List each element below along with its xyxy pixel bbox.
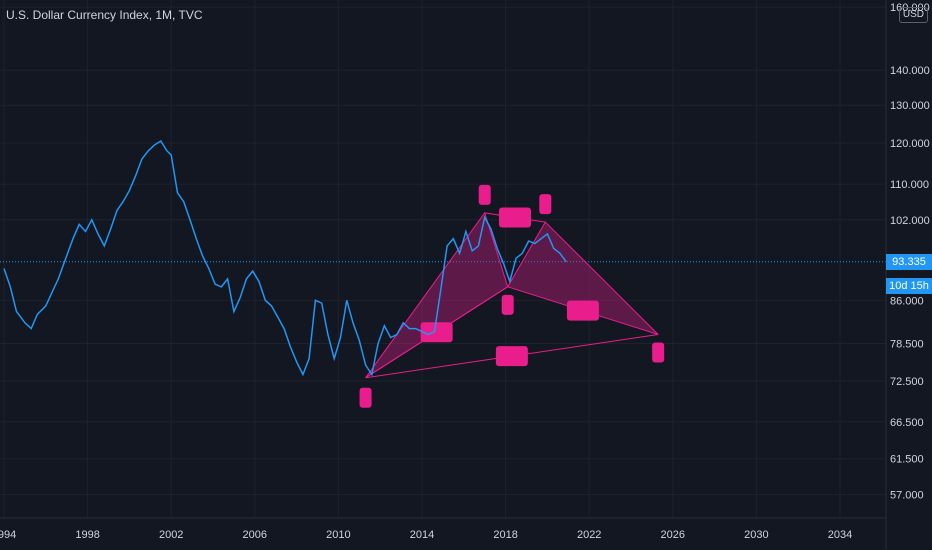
price-tick-label: 120.000: [890, 138, 930, 150]
pattern-point-marker[interactable]: [652, 342, 665, 363]
chart-title: U.S. Dollar Currency Index, 1M, TVC: [6, 8, 203, 22]
currency-label[interactable]: USD: [898, 7, 928, 23]
time-tick-label: 2034: [828, 529, 852, 541]
time-tick-label: 2018: [493, 529, 517, 541]
price-tick-label: 102.000: [890, 215, 930, 227]
time-tick-label: 2026: [661, 529, 685, 541]
time-tick-label: 2010: [326, 529, 350, 541]
chart-grid: [0, 0, 886, 518]
price-tick-label: 130.000: [890, 100, 930, 112]
price-tick-label: 110.000: [890, 179, 929, 191]
harmonic-pattern[interactable]: [359, 184, 665, 408]
price-tick-label: 140.000: [890, 65, 930, 77]
pattern-ratio-marker[interactable]: [499, 207, 532, 228]
time-tick-label: 2030: [744, 529, 768, 541]
pattern-point-marker[interactable]: [501, 294, 514, 315]
last-price-tag: 93.335: [886, 253, 932, 270]
time-tick-label: 1998: [75, 529, 99, 541]
time-tick-label: 2014: [410, 529, 434, 541]
pattern-point-marker[interactable]: [359, 387, 372, 408]
price-tick-label: 86.000: [890, 295, 924, 307]
price-axis[interactable]: 160.000 140.000 130.000 120.000 110.000 102.0…: [885, 0, 930, 550]
time-tick-label: 2022: [577, 529, 601, 541]
price-tick-label: 61.500: [890, 454, 924, 466]
time-tick-label: 1994: [0, 529, 16, 541]
price-tick-label: 66.500: [890, 417, 924, 429]
time-axis[interactable]: 1994 1998 2002 2006 2010 2014 2018 2022 2026 2030…: [0, 517, 886, 541]
dxy-price-line: [3, 139, 567, 377]
price-tick-label: 72.500: [890, 376, 924, 388]
pattern-ratio-marker[interactable]: [420, 322, 453, 343]
pattern-point-marker[interactable]: [478, 184, 491, 205]
time-tick-label: 2002: [159, 529, 183, 541]
price-tick-label: 57.000: [890, 490, 924, 502]
pattern-triangle-xab: [365, 211, 509, 379]
time-tick-label: 2006: [243, 529, 267, 541]
pattern-ratio-marker[interactable]: [495, 346, 528, 367]
price-tick-label: 160.000: [890, 2, 930, 14]
pattern-point-marker[interactable]: [539, 194, 552, 215]
price-tick-label: 78.500: [890, 338, 924, 350]
countdown-tag: 10d 15h: [886, 277, 932, 294]
pattern-ratio-marker[interactable]: [566, 300, 599, 321]
